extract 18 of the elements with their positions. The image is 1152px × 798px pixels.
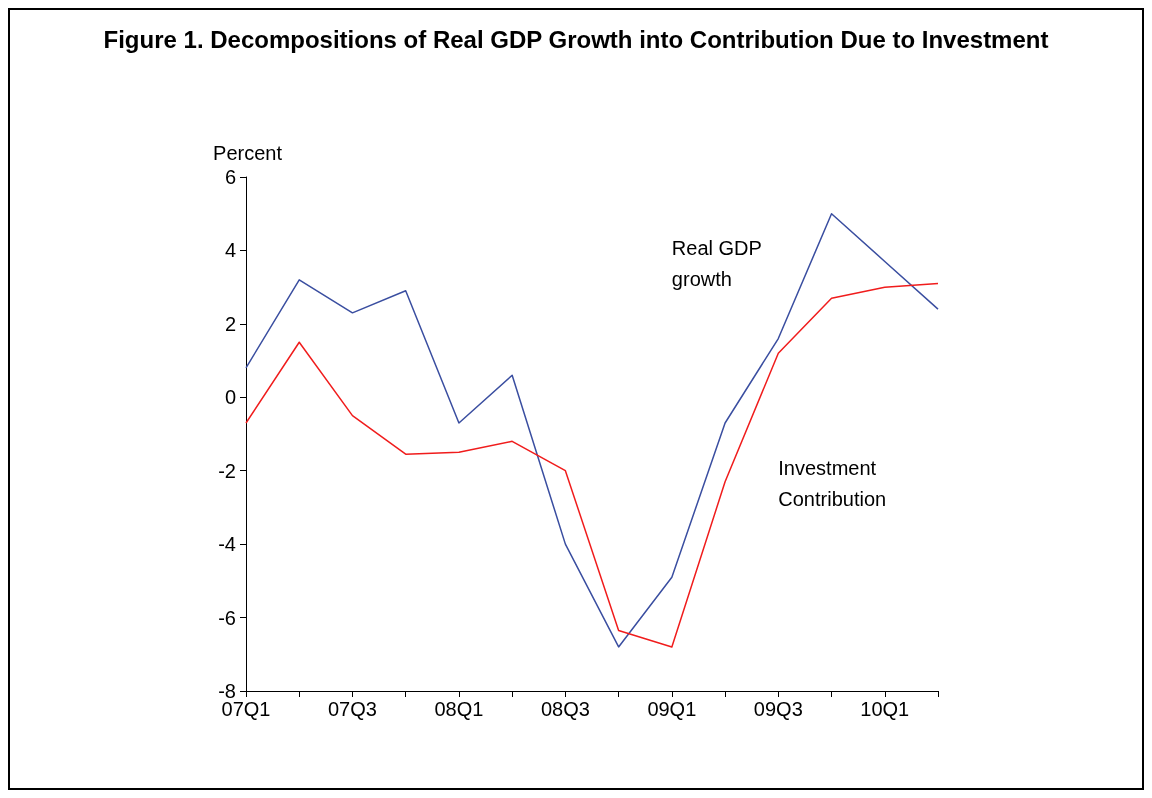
y-axis-title: Percent bbox=[213, 142, 283, 164]
x-tick-label: 09Q1 bbox=[647, 698, 697, 720]
y-tick-label: 0 bbox=[224, 386, 236, 409]
y-tick-label: -2 bbox=[218, 459, 236, 482]
y-tick-label: 2 bbox=[224, 312, 236, 335]
x-tick-label: 08Q1 bbox=[434, 698, 484, 720]
x-tick-label: 10Q1 bbox=[860, 698, 910, 720]
x-tick-label: 08Q3 bbox=[540, 698, 590, 720]
series-label: Real GDP growth bbox=[671, 236, 762, 290]
chart-title: Figure 1. Decompositions of Real GDP Growth into Contribution Due to Investment bbox=[103, 25, 1049, 53]
x-tick-label: 09Q3 bbox=[753, 698, 803, 720]
x-tick-label: 07Q3 bbox=[327, 698, 377, 720]
y-tick-label: 6 bbox=[224, 166, 236, 188]
y-tick-label: -4 bbox=[218, 533, 236, 556]
y-tick-label: -6 bbox=[218, 606, 236, 629]
y-tick-label: 4 bbox=[224, 239, 236, 262]
line-series bbox=[245, 212, 939, 648]
series-label: Investment Contribution bbox=[778, 456, 887, 510]
